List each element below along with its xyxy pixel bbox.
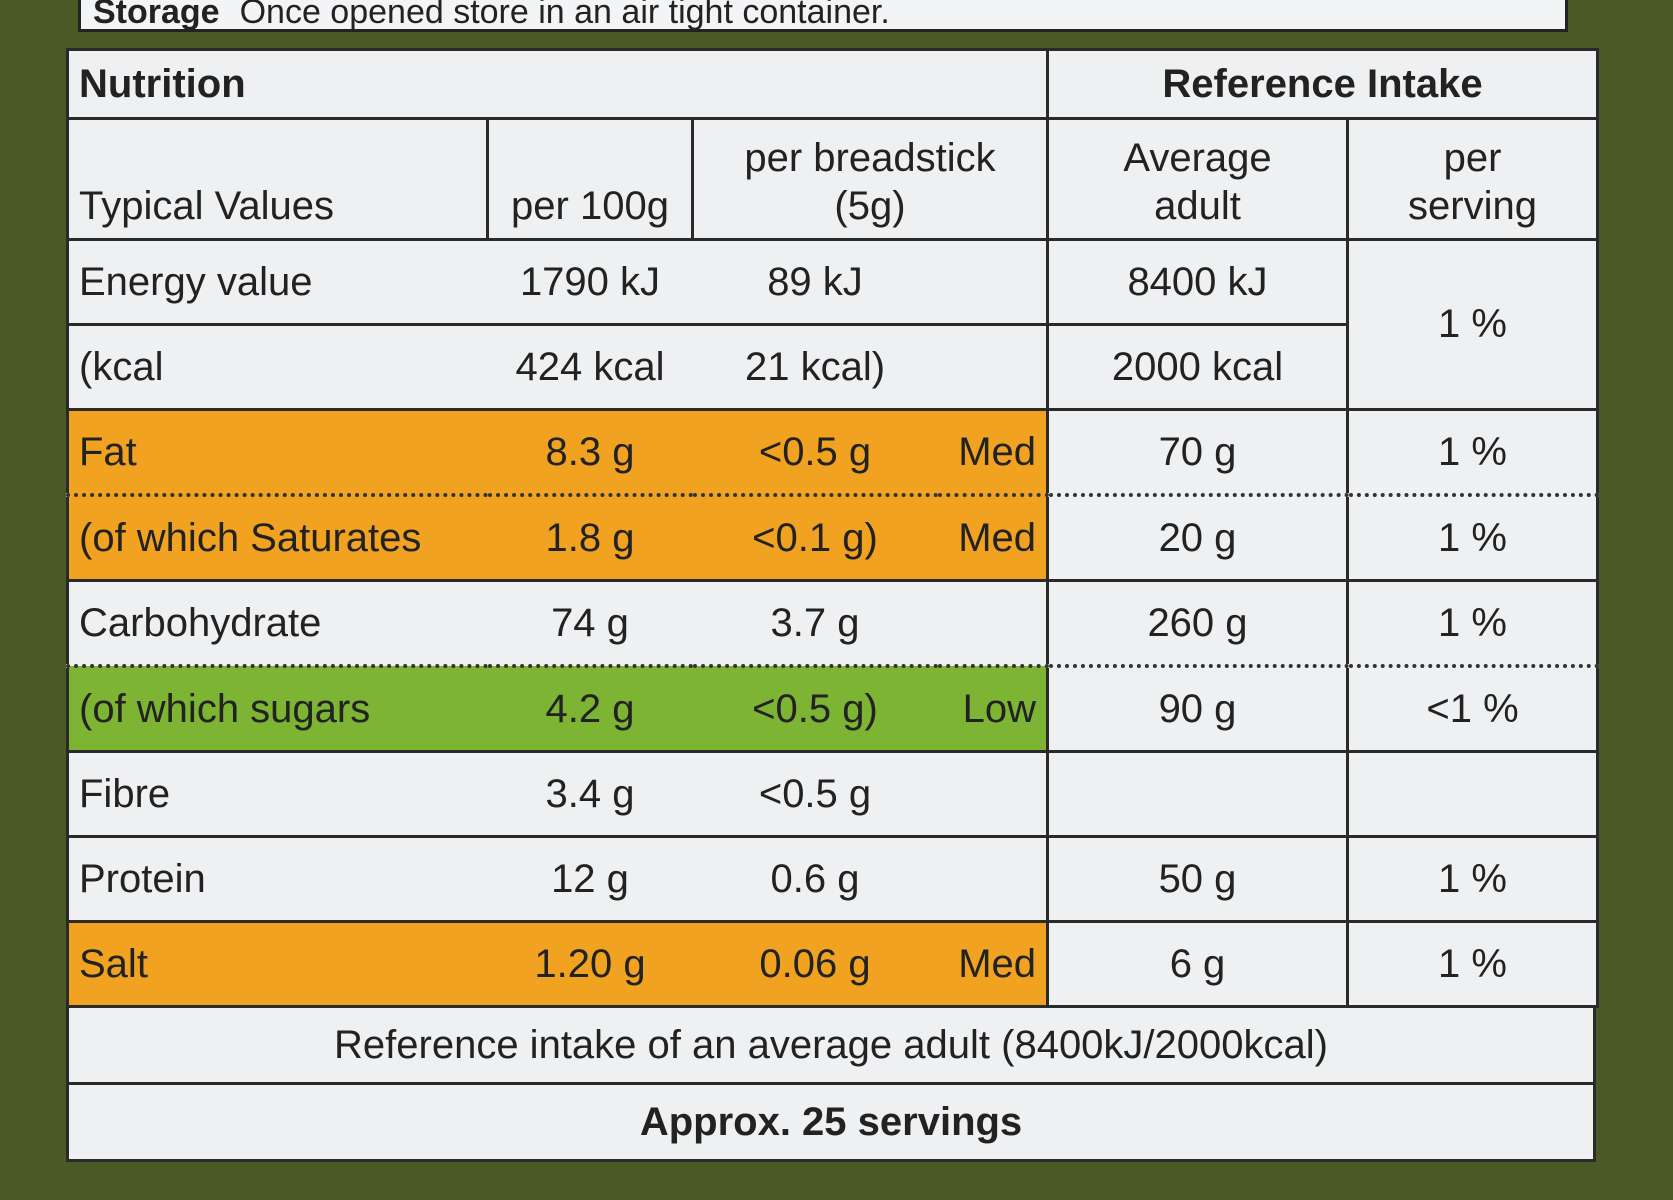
column-header-line: per breadstick: [744, 136, 996, 180]
per-serving: 1 %: [1346, 920, 1599, 1008]
storage-line: Storage Once opened store in an air tight…: [78, 0, 1568, 32]
rating: [937, 323, 1049, 411]
footer-servings: Approx. 25 servings: [66, 1085, 1596, 1162]
column-header-line: serving: [1408, 184, 1537, 228]
storage-label: Storage: [93, 0, 220, 31]
rating: [937, 238, 1049, 326]
per-breadstick: 3.7 g: [692, 579, 938, 668]
per-serving: 1 %: [1346, 579, 1599, 668]
column-header-line: per: [1443, 136, 1502, 180]
per-100g: 1.8 g: [487, 493, 693, 582]
per-100g: 1790 kJ: [487, 238, 693, 326]
nutrient-name: Carbohydrate: [66, 579, 488, 668]
per-serving: [1346, 750, 1599, 838]
rating: [937, 579, 1049, 668]
per-breadstick: 89 kJ: [692, 238, 938, 326]
reference-intake: 8400 kJ: [1046, 238, 1349, 326]
reference-intake: 2000 kcal: [1046, 323, 1349, 411]
column-header-line: adult: [1154, 184, 1241, 228]
nutrient-row: Energy value 1790 kJ 89 kJ 8400 kJ 1 %: [66, 238, 1599, 411]
per-breadstick: 0.06 g: [692, 920, 938, 1008]
column-header: Average adult: [1046, 117, 1349, 241]
nutrient-row: Fibre 3.4 g <0.5 g: [66, 750, 1599, 838]
column-header-line: Typical Values: [79, 184, 334, 228]
nutrient-name: Fibre: [66, 750, 488, 838]
header-left: Nutrition: [66, 48, 1049, 120]
rating: Low: [937, 664, 1049, 753]
per-breadstick: <0.5 g: [692, 750, 938, 838]
header-right: Reference Intake: [1046, 48, 1599, 120]
nutrient-name: Salt: [66, 920, 488, 1008]
table-body: Nutrition Reference Intake Typical Value…: [66, 48, 1599, 1008]
reference-intake: [1046, 750, 1349, 838]
nutrient-name: Energy value: [66, 238, 488, 326]
footer-note: Reference intake of an average adult (84…: [66, 1008, 1596, 1085]
reference-intake: 260 g: [1046, 579, 1349, 668]
nutrient-row: (kcal 424 kcal 21 kcal) 2000 kcal: [66, 323, 1598, 411]
rating: [937, 750, 1049, 838]
per-100g: 424 kcal: [487, 323, 693, 411]
per-100g: 4.2 g: [487, 664, 693, 753]
nutrient-name: Protein: [66, 835, 488, 923]
per-serving: 1 %: [1346, 408, 1599, 497]
per-serving: <1 %: [1346, 664, 1599, 753]
column-header-line: Average: [1123, 136, 1272, 180]
per-100g: 8.3 g: [487, 408, 693, 497]
reference-intake: 6 g: [1046, 920, 1349, 1008]
reference-intake: 90 g: [1046, 664, 1349, 753]
nutrition-label: Nutrition Reference Intake Typical Value…: [66, 48, 1599, 1162]
column-header: per serving: [1346, 117, 1599, 241]
reference-intake: 20 g: [1046, 493, 1349, 582]
storage-text: Once opened store in an air tight contai…: [239, 0, 890, 31]
per-breadstick: <0.5 g: [692, 408, 938, 497]
nutrient-name: Fat: [66, 408, 488, 497]
per-100g: 74 g: [487, 579, 693, 668]
column-header-line: per 100g: [511, 184, 669, 228]
per-100g: 1.20 g: [487, 920, 693, 1008]
reference-intake: 70 g: [1046, 408, 1349, 497]
rating: Med: [937, 408, 1049, 497]
column-header-row: Typical Values per 100g per breadstick (5g)…: [66, 117, 1599, 241]
per-serving: 1 %: [1346, 493, 1599, 582]
column-header-line: (5g): [834, 184, 906, 228]
nutrient-name: (of which sugars: [66, 664, 488, 753]
nutrient-row: (of which sugars 4.2 g <0.5 g) Low 90 g <1 %: [66, 664, 1599, 753]
nutrient-name: (kcal: [66, 323, 488, 411]
nutrition-table: Nutrition Reference Intake Typical Value…: [66, 48, 1599, 1008]
column-header: per breadstick (5g): [691, 117, 1049, 241]
nutrient-name: (of which Saturates: [66, 493, 488, 582]
per-breadstick: 21 kcal): [692, 323, 938, 411]
per-breadstick: <0.1 g): [692, 493, 938, 582]
column-header: Typical Values: [66, 117, 489, 241]
rating: Med: [937, 920, 1049, 1008]
per-serving: 1 %: [1346, 238, 1599, 411]
column-header: per 100g: [486, 117, 694, 241]
rating: Med: [937, 493, 1049, 582]
reference-intake: 50 g: [1046, 835, 1349, 923]
rating: [937, 835, 1049, 923]
per-breadstick: <0.5 g): [692, 664, 938, 753]
per-100g: 3.4 g: [487, 750, 693, 838]
per-100g: 12 g: [487, 835, 693, 923]
per-serving: 1 %: [1346, 835, 1599, 923]
header-row: Nutrition Reference Intake: [66, 48, 1599, 120]
per-breadstick: 0.6 g: [692, 835, 938, 923]
